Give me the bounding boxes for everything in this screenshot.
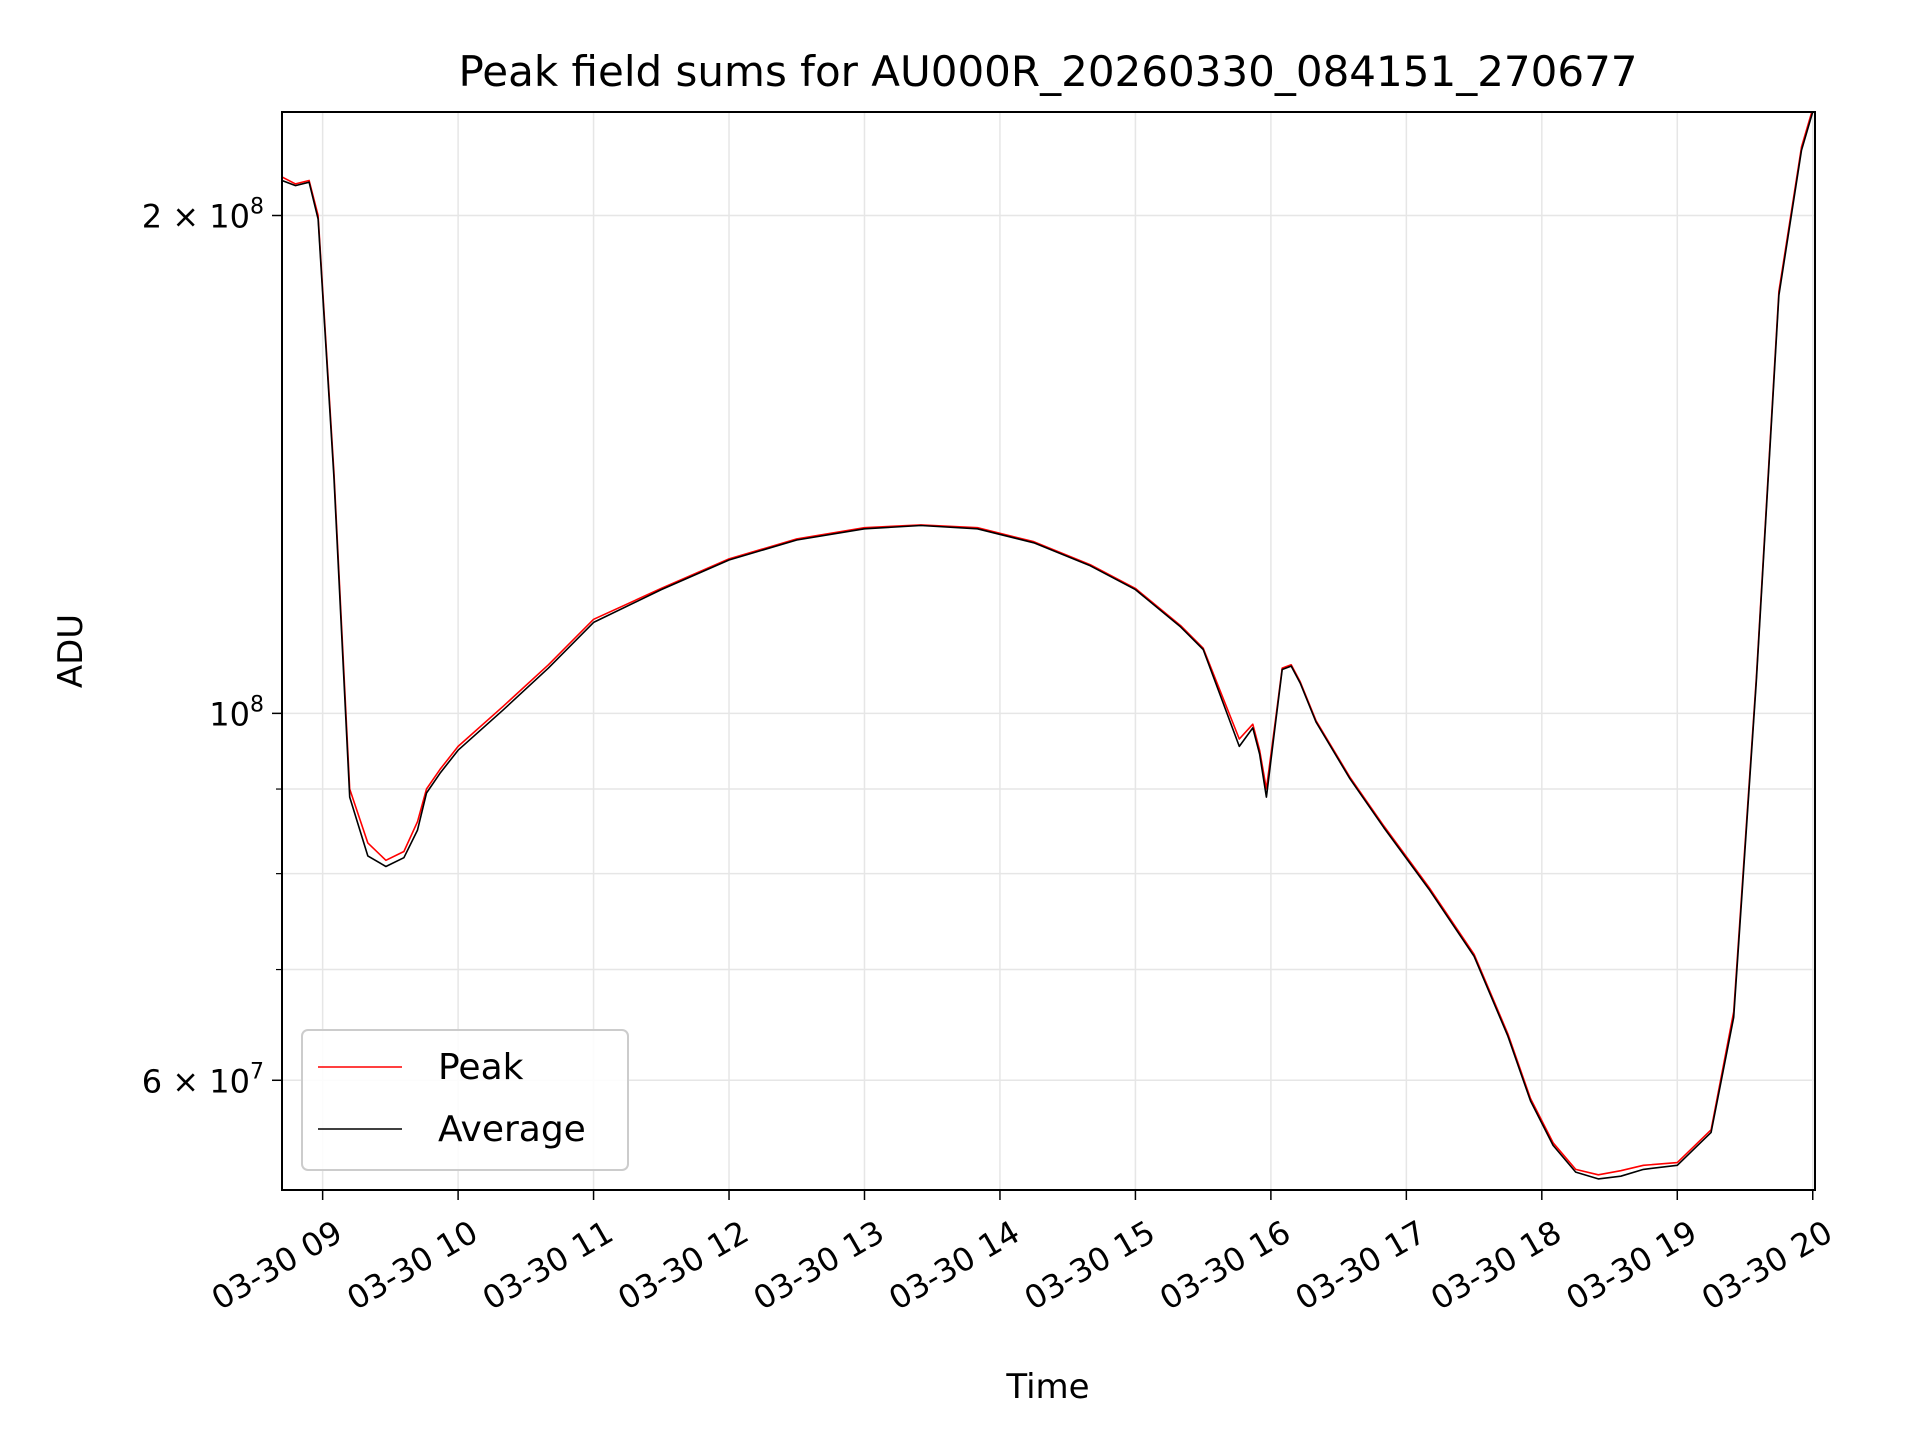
legend-box (301, 1029, 629, 1171)
series-line-average (282, 112, 1814, 1180)
legend: Peak Average (301, 1029, 629, 1171)
grid (282, 112, 1815, 1190)
legend-label-average: Average (438, 1109, 586, 1150)
plot-frame (281, 111, 1816, 1191)
legend-label-peak: Peak (438, 1047, 524, 1088)
y-tick-label: 2 × 108 (142, 195, 264, 236)
chart-title: Peak field sums for AU000R_20260330_0841… (458, 47, 1637, 96)
y-axis-label: ADU (51, 614, 91, 688)
series-line-peak (282, 112, 1813, 1176)
series-lines (282, 112, 1814, 1180)
y-axis-ticks: 6 × 107 108 2 × 108 (142, 195, 282, 1100)
y-tick-label: 6 × 107 (142, 1059, 264, 1100)
x-axis-label: Time (1005, 1367, 1089, 1407)
y-tick-label: 108 (209, 692, 264, 733)
